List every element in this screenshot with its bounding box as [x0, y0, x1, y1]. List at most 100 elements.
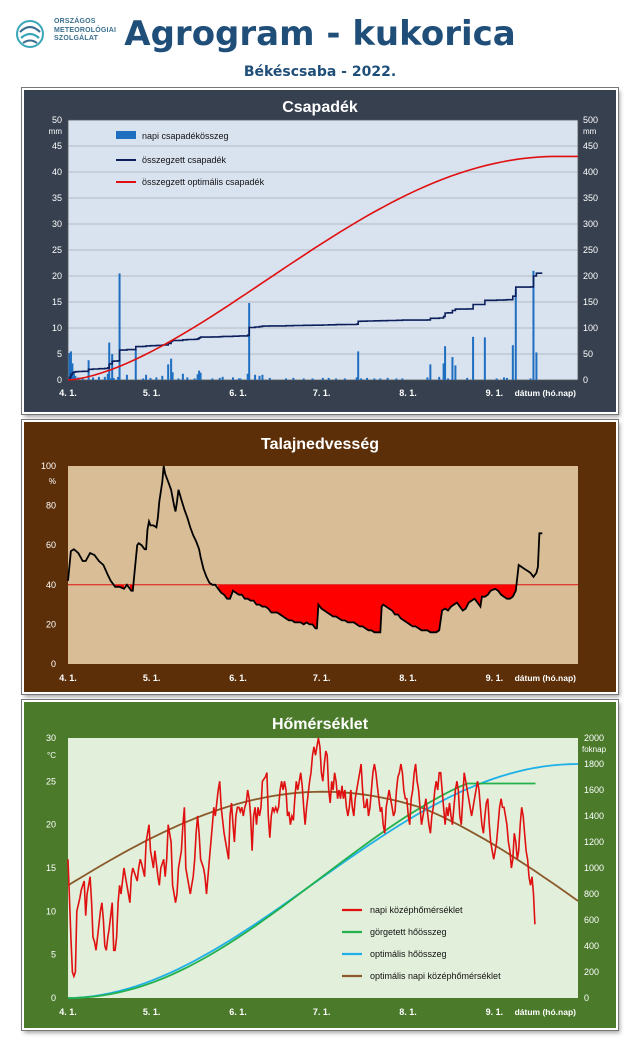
soil-moisture-chart: Talajnedvesség 0 20 40 60 80 100% 4. 1. 5. 1. 6. … [41, 436, 578, 683]
y-right-tick: 0 [584, 993, 589, 1003]
y-right-tick: 1000 [584, 863, 604, 873]
precip-bar [68, 352, 71, 380]
precip-bar [535, 352, 538, 380]
y-right-tick: 400 [583, 167, 598, 177]
logo-emblem-icon [16, 20, 44, 48]
precip-bar [193, 378, 196, 380]
x-tick: 4. 1. [59, 673, 77, 683]
legend-label-optimal: összegzett optimális csapadék [142, 177, 265, 187]
precip-bar [186, 377, 189, 380]
precip-bar [117, 376, 120, 380]
chart-title: Hőmérséklet [272, 716, 369, 733]
precip-bar [447, 378, 450, 380]
y-left-tick: 30 [46, 733, 56, 743]
y-tick: 0 [51, 659, 56, 669]
precip-bar [292, 377, 295, 380]
precip-bar [211, 378, 214, 380]
x-tick: 5. 1. [143, 1007, 161, 1017]
y-left-tick: 45 [52, 141, 62, 151]
y-left-unit: mm [49, 127, 63, 136]
y-right-tick: 800 [584, 889, 599, 899]
precip-bar [511, 345, 514, 380]
precip-bar [366, 377, 369, 380]
precip-bar [258, 375, 261, 380]
page-title: Agrogram - kukorica [124, 14, 516, 54]
optimal-cumulative-precip-line [67, 155, 578, 381]
x-tick: 8. 1. [399, 673, 417, 683]
page-subtitle: Békéscsaba - 2022. [243, 64, 397, 80]
precip-bar [355, 377, 358, 380]
y-right-unit: mm [583, 127, 597, 136]
precip-bar [454, 365, 457, 380]
y-tick: 60 [46, 540, 56, 550]
precip-bar [218, 377, 221, 380]
y-left-tick: 15 [46, 863, 56, 873]
y-right-tick: 350 [583, 193, 598, 203]
precip-bar [237, 378, 240, 380]
x-tick: 5. 1. [143, 388, 161, 398]
precip-bar [302, 378, 305, 380]
y-right-tick: 450 [583, 141, 598, 151]
precip-bar [74, 375, 77, 380]
precip-bar [92, 377, 95, 380]
optimal-daily-mean-line [67, 790, 579, 902]
precip-bar [196, 374, 199, 380]
legend-swatch-bars [116, 131, 136, 139]
y-left-tick: 25 [46, 776, 56, 786]
y-tick: 40 [46, 580, 56, 590]
y-left-tick: 5 [57, 349, 62, 359]
soil-moisture-line [67, 465, 543, 634]
x-tick: 7. 1. [313, 388, 331, 398]
precip-bar [379, 378, 382, 380]
y-left-tick: 25 [52, 245, 62, 255]
precip-bar [71, 363, 74, 380]
plot-area [68, 466, 578, 664]
precip-bar [335, 378, 338, 380]
x-tick: 8. 1. [399, 1007, 417, 1017]
precip-bar [112, 377, 115, 380]
precip-bar [261, 374, 264, 380]
precipitation-chart: Csapadék05101520253035404550050100150200… [49, 99, 598, 398]
precip-bar [254, 374, 257, 380]
legend-rolling-heat-sum-label: görgetett hőösszeg [370, 927, 447, 937]
precip-bar [161, 375, 164, 380]
y-right-tick: 300 [583, 219, 598, 229]
chart-title: Talajnedvesség [261, 436, 379, 453]
omsz-logo: ORSZÁGOS METEOROLÓGIAI SZOLGÁLAT [14, 16, 124, 56]
y-right-tick: 1200 [584, 837, 604, 847]
y-left-tick: 10 [52, 323, 62, 333]
precip-bar [429, 364, 432, 380]
soil-moisture-panel: Talajnedvesség 0 20 40 60 80 100% 4. 1. 5. 1. 6. … [22, 420, 618, 694]
x-tick: 7. 1. [313, 673, 331, 683]
logo-line-2: METEOROLÓGIAI [54, 26, 117, 34]
y-left-tick: 20 [52, 271, 62, 281]
precip-bar [177, 378, 180, 380]
precip-bar [231, 377, 234, 380]
precip-bar [239, 378, 242, 380]
y-left-tick: 5 [51, 950, 56, 960]
precip-bar [170, 358, 173, 380]
precip-bar [472, 336, 475, 380]
x-axis-label: dátum (hó.nap) [515, 1007, 577, 1017]
precip-bar [108, 342, 111, 380]
precip-bar [483, 337, 486, 380]
x-tick: 6. 1. [229, 1007, 247, 1017]
precip-bar [134, 349, 137, 380]
precip-bar [495, 378, 498, 380]
precip-bar [246, 373, 249, 380]
y-left-tick: 40 [52, 167, 62, 177]
precip-bar [167, 364, 170, 380]
precip-bar [426, 377, 429, 380]
precip-bar [109, 378, 112, 380]
logo-line-3: SZOLGÁLAT [54, 35, 99, 42]
y-right-tick: 200 [584, 967, 599, 977]
x-tick: 4. 1. [59, 1007, 77, 1017]
cumulative-precip-line [68, 272, 543, 381]
precip-bar [360, 378, 363, 380]
y-right-tick: 500 [583, 115, 598, 125]
legend-label-bars: napi csapadékösszeg [142, 131, 229, 141]
y-left-unit: °C [47, 751, 56, 760]
precip-bar [118, 273, 121, 380]
precip-bar [529, 378, 532, 380]
precip-bar [171, 372, 174, 380]
